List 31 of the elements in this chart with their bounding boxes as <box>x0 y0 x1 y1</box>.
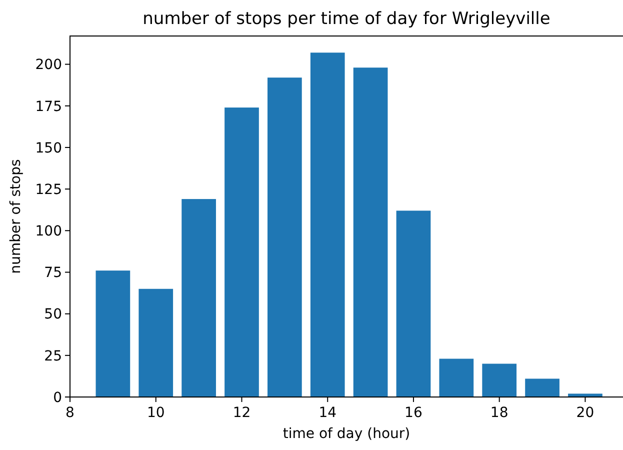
x-tick-label: 16 <box>404 405 422 421</box>
x-tick-label: 18 <box>490 405 508 421</box>
y-tick-label: 150 <box>35 140 62 156</box>
bar <box>224 108 259 397</box>
bar <box>138 288 174 397</box>
y-tick-label: 200 <box>35 57 62 74</box>
y-tick-label: 125 <box>35 182 62 198</box>
bar <box>439 358 474 397</box>
y-tick-label: 0 <box>53 390 62 406</box>
y-tick-label: 75 <box>44 265 62 282</box>
bar <box>568 394 602 397</box>
y-tick-label: 50 <box>44 306 62 323</box>
x-tick-label: 12 <box>232 405 251 421</box>
y-tick-label: 100 <box>35 224 62 240</box>
x-tick-label: 8 <box>66 405 74 421</box>
bar <box>525 378 560 397</box>
x-axis-title: time of day (hour) <box>282 426 410 442</box>
bar <box>268 78 302 397</box>
y-axis-title: number of stops <box>8 159 24 274</box>
bar <box>310 52 345 397</box>
chart-title: number of stops per time of day for Wrigleyville <box>142 9 550 29</box>
bar <box>482 364 517 397</box>
bar <box>96 270 130 397</box>
y-tick-label: 25 <box>44 348 62 364</box>
bar <box>182 199 216 397</box>
x-tick-label: 20 <box>576 405 594 421</box>
y-tick-label: 175 <box>35 98 62 115</box>
bar <box>353 68 388 397</box>
x-tick-label: 14 <box>318 405 337 421</box>
x-tick-label: 10 <box>146 405 165 421</box>
bar <box>396 210 431 397</box>
